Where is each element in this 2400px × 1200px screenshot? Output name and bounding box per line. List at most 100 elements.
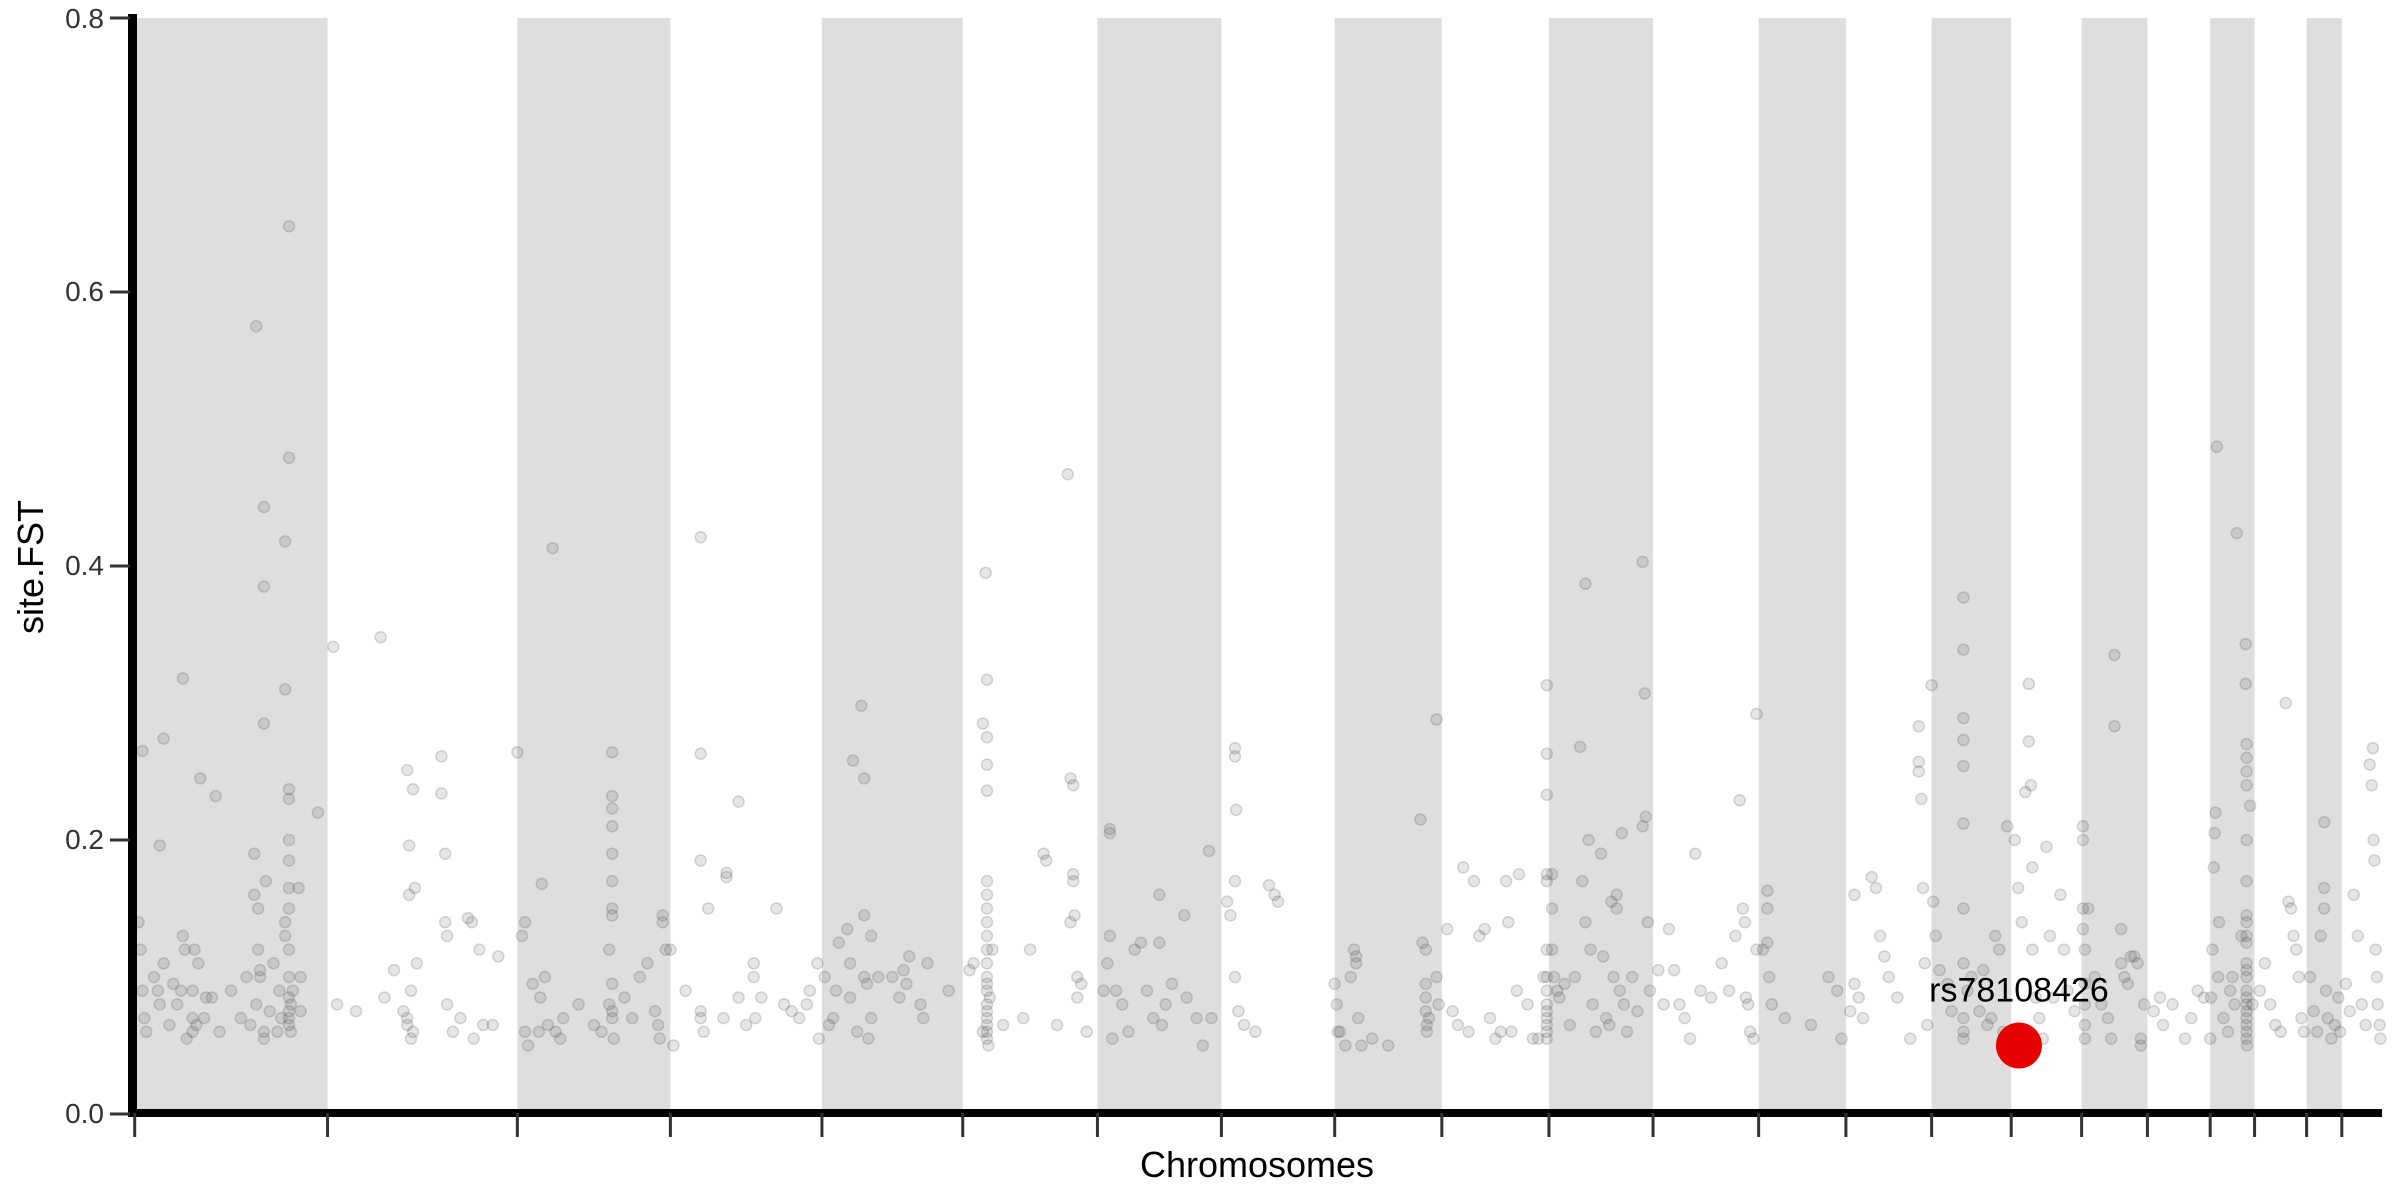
snp-point — [2258, 957, 2272, 970]
snp-point — [1080, 1025, 1093, 1039]
snp-point — [717, 1011, 730, 1025]
snp-point — [176, 929, 190, 943]
snp-point — [2137, 998, 2151, 1011]
snp-point — [1430, 713, 1443, 726]
snp-point — [549, 1025, 562, 1039]
snp-point — [2043, 929, 2057, 943]
snp-point — [1419, 991, 1433, 1004]
snp-point — [2166, 998, 2179, 1011]
snp-point — [1957, 902, 1970, 915]
snp-point — [1631, 1005, 1644, 1018]
snp-point — [694, 530, 707, 544]
snp-point — [492, 950, 505, 963]
snp-point — [2047, 991, 2060, 1004]
snp-point — [2240, 970, 2253, 984]
snp-point — [1109, 984, 1123, 997]
snp-point — [1115, 998, 1129, 1011]
snp-point — [1657, 998, 1670, 1011]
snp-point — [2124, 950, 2138, 963]
snp-point — [633, 970, 647, 984]
snp-point — [454, 1011, 467, 1025]
snp-point — [980, 758, 994, 771]
snp-point — [1416, 936, 1429, 949]
snp-point — [284, 1025, 298, 1039]
snp-point — [408, 881, 422, 895]
snp-point — [1333, 1025, 1347, 1039]
snp-point — [1331, 1025, 1345, 1039]
snp-point — [1582, 833, 1595, 847]
snp-point — [197, 1011, 211, 1025]
snp-point — [476, 1018, 490, 1032]
snp-point — [1579, 915, 1592, 929]
snp-point — [1912, 765, 1926, 778]
chromosome-band-11 — [1548, 18, 1654, 1109]
snp-point — [1605, 895, 1618, 908]
snp-point — [862, 1032, 875, 1045]
snp-point — [151, 984, 165, 997]
snp-point — [2297, 1025, 2311, 1039]
snp-point — [1430, 970, 1443, 984]
snp-point — [259, 874, 273, 888]
snp-point — [2366, 741, 2380, 755]
snp-point — [2024, 778, 2038, 792]
snp-point — [2367, 833, 2380, 847]
snp-point — [282, 1011, 296, 1025]
snp-point — [2131, 957, 2144, 970]
snp-point — [694, 1011, 707, 1025]
snp-point — [330, 998, 344, 1011]
chromosome-band-13 — [1758, 18, 1846, 1109]
snp-point — [980, 888, 994, 902]
snp-point — [326, 640, 340, 654]
snp-point — [1957, 711, 1970, 725]
snp-point — [2240, 874, 2253, 888]
snp-point — [607, 1032, 621, 1045]
snp-point — [1603, 1018, 1616, 1032]
snp-point — [2240, 1032, 2253, 1045]
snp-point — [1545, 902, 1559, 915]
snp-point — [1540, 998, 1554, 1011]
snp-point — [440, 998, 454, 1011]
snp-point — [732, 795, 745, 808]
snp-point — [2040, 840, 2053, 854]
snp-point — [2104, 1032, 2118, 1045]
snp-point — [163, 1018, 176, 1032]
snp-point — [1419, 1005, 1433, 1018]
snp-point — [190, 1018, 203, 1032]
snp-point — [438, 915, 452, 929]
snp-point — [605, 746, 619, 759]
snp-point — [178, 943, 192, 956]
snp-point — [841, 922, 854, 936]
snp-point — [2153, 991, 2167, 1004]
snp-point — [278, 929, 292, 943]
snp-point — [2314, 929, 2327, 943]
snp-point — [157, 732, 170, 745]
snp-point — [855, 699, 868, 712]
snp-point — [2217, 1011, 2230, 1025]
snp-point — [2274, 1025, 2287, 1039]
snp-point — [1989, 929, 2002, 943]
highlighted-snp-point — [1995, 1022, 2042, 1069]
snp-point — [1722, 984, 1736, 997]
snp-point — [979, 566, 992, 580]
snp-point — [273, 984, 286, 997]
snp-point — [2026, 943, 2039, 956]
snp-point — [282, 854, 296, 867]
snp-point — [153, 998, 167, 1011]
snp-point — [572, 998, 585, 1011]
snp-point — [2343, 1005, 2357, 1018]
axes — [110, 14, 2382, 1137]
snp-point — [401, 1018, 414, 1032]
snp-point — [1673, 998, 1686, 1011]
snp-point — [605, 789, 619, 803]
snp-point — [651, 1018, 665, 1032]
snp-point — [2243, 799, 2257, 812]
snp-point — [1061, 467, 1075, 481]
snp-point — [2178, 1032, 2192, 1045]
snp-point — [1451, 1018, 1465, 1032]
snp-point — [1165, 977, 1179, 991]
y-tick-label-3: 0.6 — [65, 276, 104, 307]
snp-point — [980, 874, 994, 888]
snp-point — [1365, 1032, 1379, 1045]
snp-point — [1918, 957, 1932, 970]
snp-point — [1066, 868, 1080, 881]
